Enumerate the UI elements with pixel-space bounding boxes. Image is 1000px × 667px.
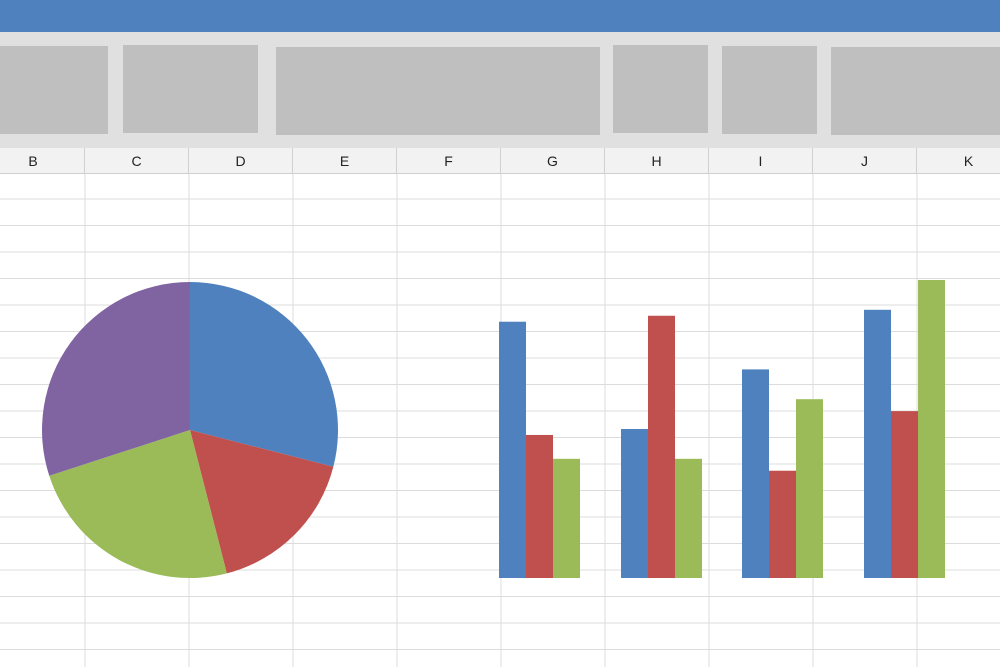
ribbon-toolbar	[0, 32, 1000, 148]
bar-group-3-series-1[interactable]	[891, 411, 918, 578]
bar-group-1-series-1[interactable]	[648, 315, 675, 578]
bar-chart	[499, 280, 945, 578]
pie-slice-2[interactable]	[49, 430, 227, 578]
column-header-j[interactable]: J	[813, 148, 917, 174]
column-header-b[interactable]: B	[0, 148, 85, 174]
title-bar	[0, 0, 1000, 32]
column-header-i[interactable]: I	[709, 148, 813, 174]
bar-group-2-series-2[interactable]	[796, 399, 823, 578]
sheet-canvas	[0, 174, 1000, 667]
pie-slice-0[interactable]	[190, 282, 338, 467]
bar-group-3-series-2[interactable]	[918, 280, 945, 578]
ribbon-group-3[interactable]	[276, 47, 600, 135]
column-header-g[interactable]: G	[501, 148, 605, 174]
bar-group-0-series-2[interactable]	[553, 458, 580, 578]
column-header-f[interactable]: F	[397, 148, 501, 174]
ribbon-group-4[interactable]	[613, 45, 708, 133]
bar-group-3-series-0[interactable]	[864, 309, 891, 578]
column-header-row: B C D E F G H I J K	[0, 148, 1000, 174]
cell-grid[interactable]	[0, 174, 1000, 667]
column-header-c[interactable]: C	[85, 148, 189, 174]
bar-group-2-series-1[interactable]	[769, 470, 796, 578]
pie-slice-3[interactable]	[41, 282, 190, 476]
column-header-k[interactable]: K	[917, 148, 1000, 174]
bar-group-1-series-2[interactable]	[675, 458, 702, 578]
column-header-d[interactable]: D	[189, 148, 293, 174]
bar-group-0-series-1[interactable]	[526, 434, 553, 578]
pie-slice-1[interactable]	[190, 430, 334, 574]
ribbon-group-2[interactable]	[123, 45, 258, 133]
ribbon-group-1[interactable]	[0, 46, 108, 134]
pie-chart	[41, 282, 338, 578]
ribbon-group-6[interactable]	[831, 47, 1000, 135]
ribbon-group-5[interactable]	[722, 46, 817, 134]
bar-group-0-series-0[interactable]	[499, 321, 526, 578]
column-header-e[interactable]: E	[293, 148, 397, 174]
column-header-h[interactable]: H	[605, 148, 709, 174]
bar-group-1-series-0[interactable]	[621, 429, 648, 578]
bar-group-2-series-0[interactable]	[742, 369, 769, 578]
